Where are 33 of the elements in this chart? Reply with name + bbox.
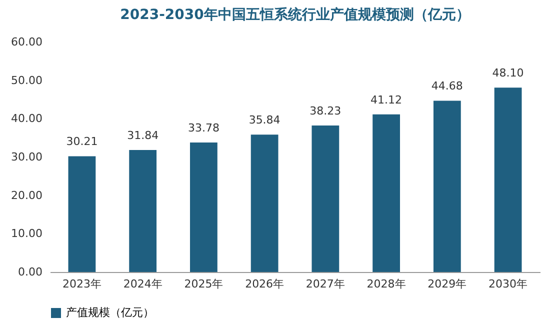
x-tick-label: 2029年 xyxy=(428,278,467,290)
x-tick-label: 2030年 xyxy=(488,278,528,290)
y-tick-label: 50.00 xyxy=(11,74,42,87)
bar xyxy=(250,134,278,272)
bar xyxy=(68,156,96,272)
chart-title: 2023-2030年中国五恒系统行业产值规模预测（亿元） xyxy=(120,6,470,23)
bar xyxy=(312,125,340,272)
text: 48.10 xyxy=(492,66,524,80)
y-tick-label: 30.00 xyxy=(11,150,42,164)
y-tick-label: 20.00 xyxy=(11,188,42,202)
y-tick-label: 60.00 xyxy=(11,36,42,48)
legend-label: 产值规模（亿元） xyxy=(66,306,154,319)
y-tick-label: 0.00 xyxy=(18,266,42,278)
x-tick-label: 2025年 xyxy=(184,278,224,290)
text: 38.23 xyxy=(310,104,342,118)
x-tick-label: 2024年 xyxy=(123,278,162,290)
bar xyxy=(129,150,157,272)
y-tick-label: 40.00 xyxy=(11,112,42,126)
x-tick-label: 2026年 xyxy=(245,278,284,290)
text: 44.68 xyxy=(431,80,463,93)
text: 33.78 xyxy=(188,122,220,135)
text: 41.12 xyxy=(370,93,402,106)
x-tick-label: 2027年 xyxy=(306,278,345,290)
y-tick-label: 10.00 xyxy=(11,227,42,240)
bar xyxy=(372,114,400,272)
x-tick-label: 2023年 xyxy=(62,278,102,290)
bar xyxy=(190,142,218,272)
text: 30.21 xyxy=(66,135,98,148)
text: 35.84 xyxy=(248,114,280,127)
bar xyxy=(494,88,522,272)
text: 31.84 xyxy=(127,128,159,142)
bar xyxy=(433,100,461,272)
x-tick-label: 2028年 xyxy=(366,278,406,290)
